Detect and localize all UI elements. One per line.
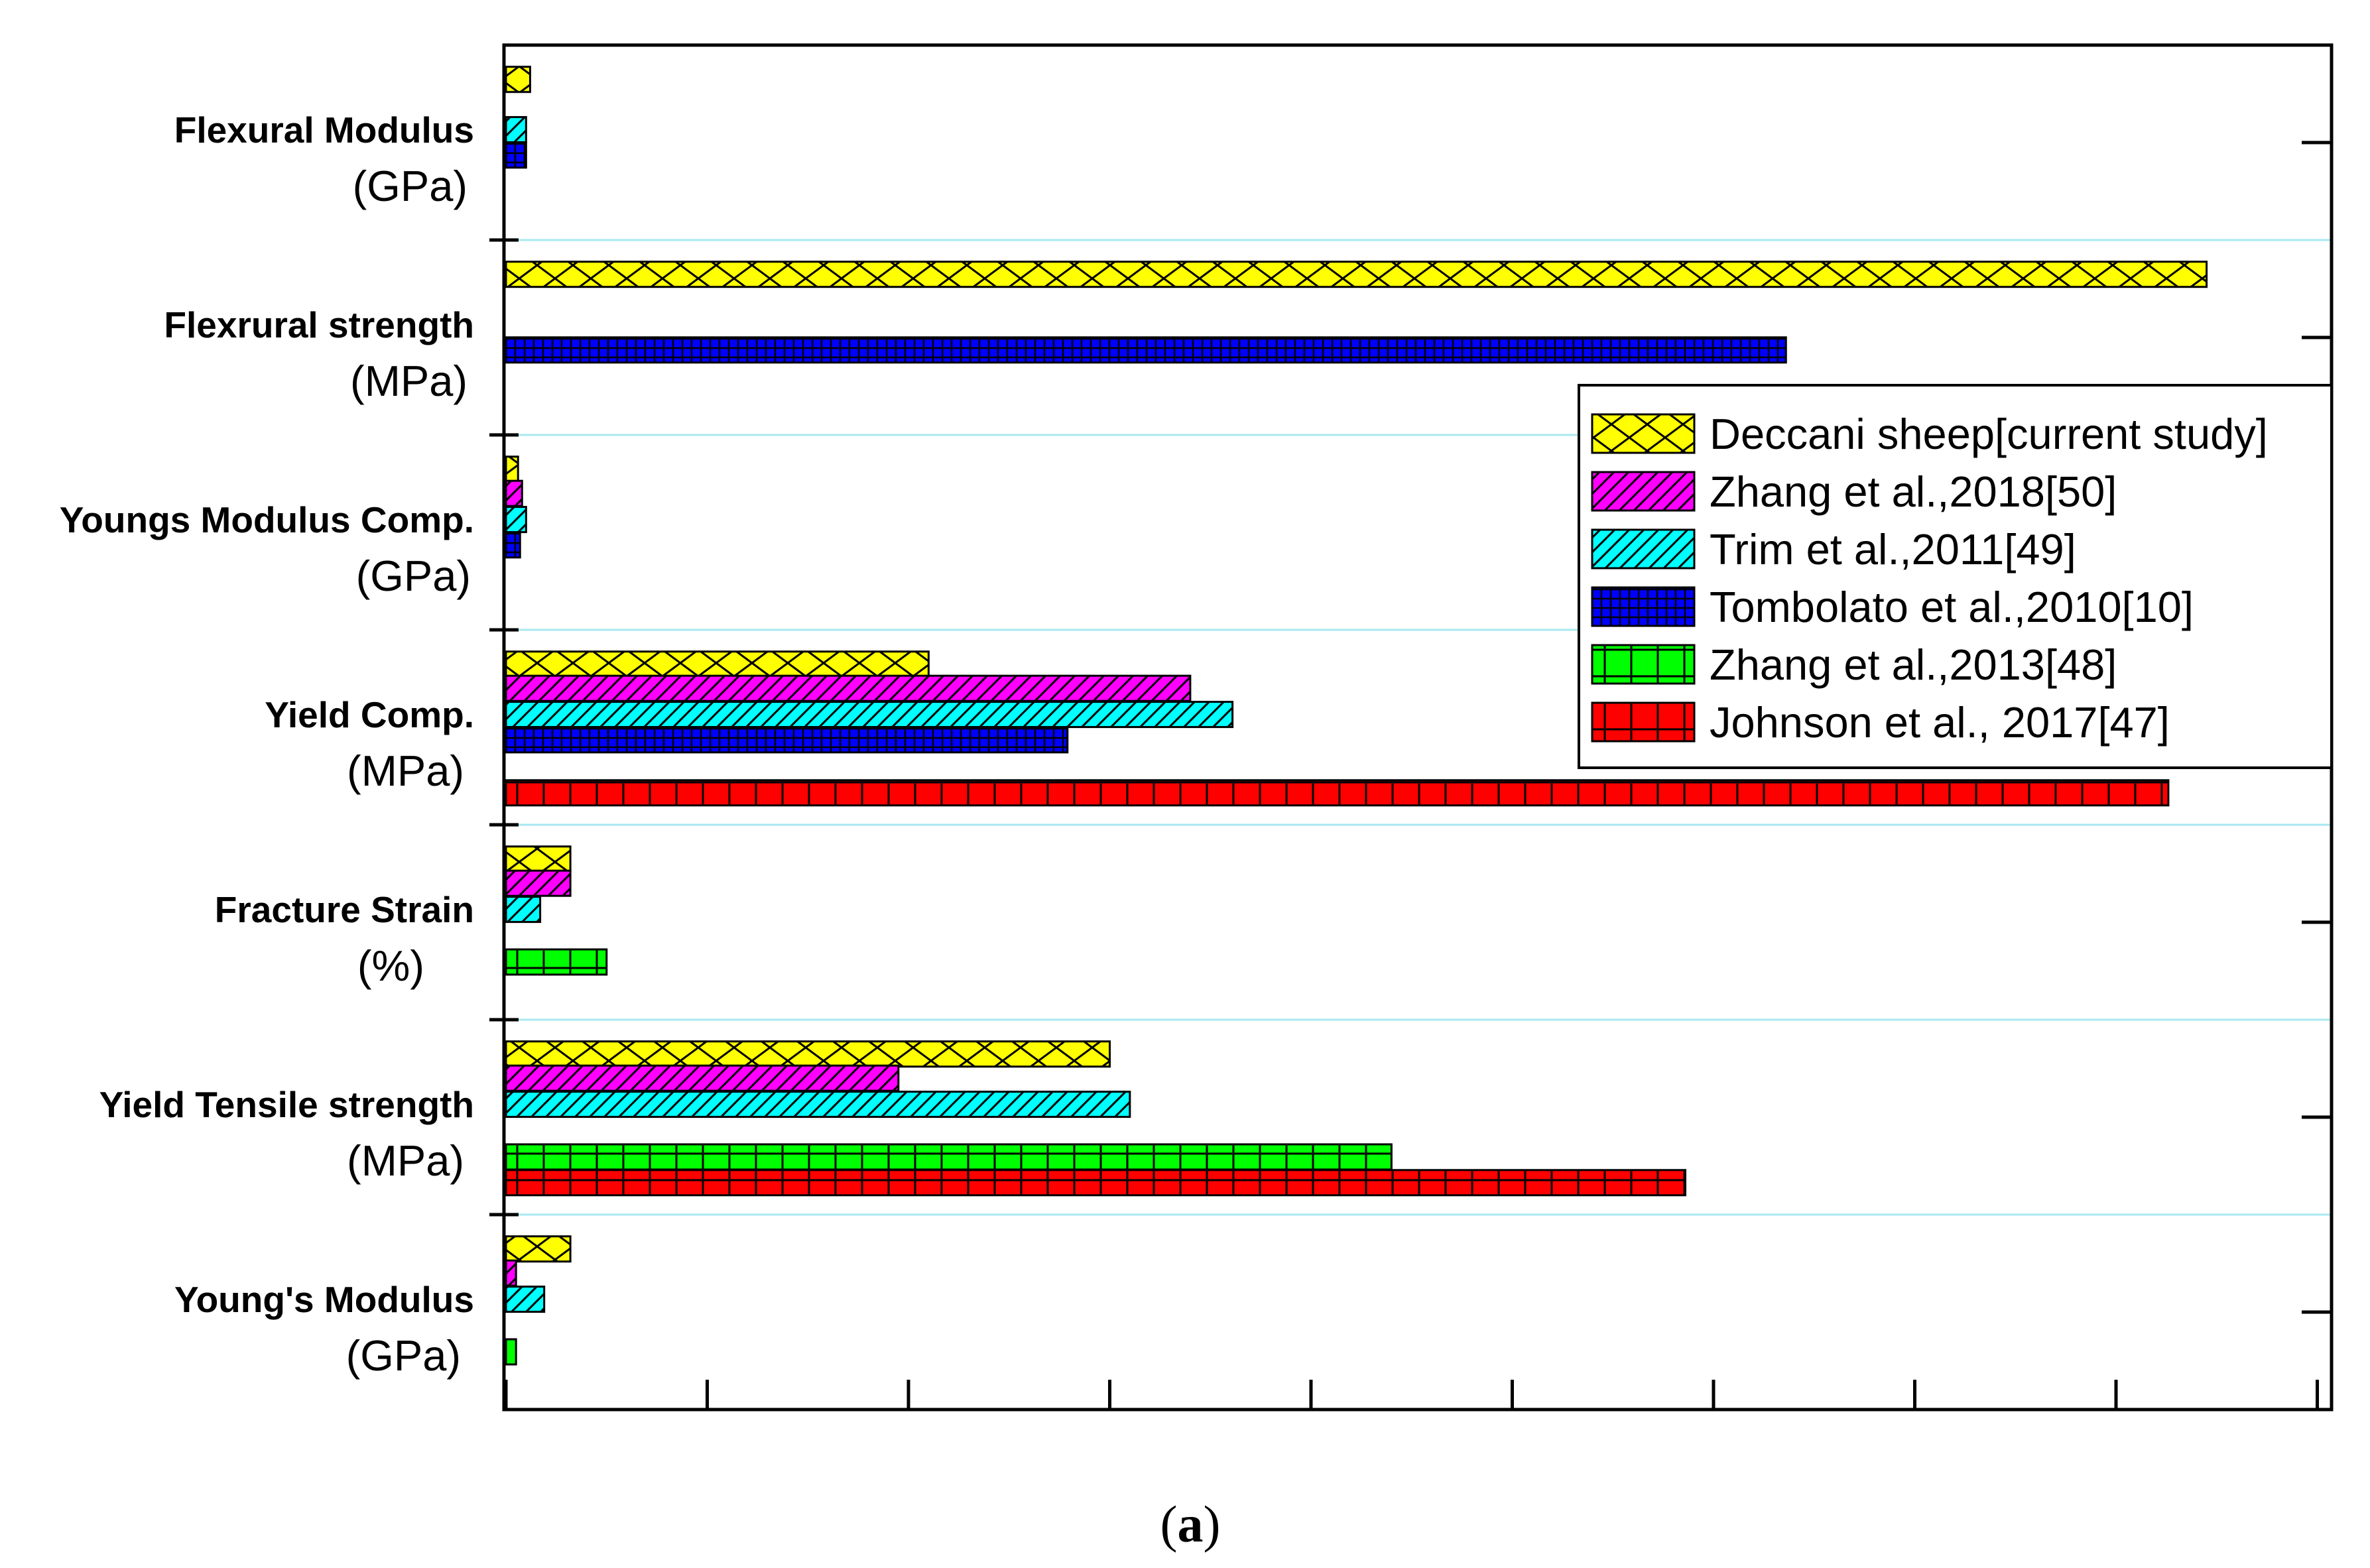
bar-pattern <box>505 1091 1131 1118</box>
category-label: Yield Comp. <box>265 694 474 735</box>
bars <box>505 66 2208 1366</box>
category-unit: (MPa) <box>347 1136 464 1185</box>
bar-pattern <box>505 336 1787 364</box>
legend-swatch-pattern <box>1591 644 1696 685</box>
bar-pattern <box>505 674 1192 702</box>
legend-swatch-pattern <box>1591 586 1696 627</box>
bar-pattern <box>505 141 527 169</box>
legend-swatch-pattern <box>1591 528 1696 570</box>
legend-label: Zhang et al.,2018[50] <box>1710 467 2117 516</box>
bar-pattern <box>505 1040 1111 1068</box>
legend-box <box>1578 384 2333 769</box>
bar-pattern <box>505 726 1069 754</box>
legend-label: Deccani sheep[current study] <box>1710 410 2268 458</box>
bar-pattern <box>505 479 523 507</box>
legend-swatch-pattern <box>1591 471 1696 512</box>
bar-pattern <box>505 1286 546 1313</box>
legend-swatch-pattern <box>1591 413 1696 454</box>
category-label: Youngs Modulus Comp. <box>60 499 474 540</box>
bar-pattern <box>505 896 542 924</box>
bar-pattern <box>505 66 531 93</box>
bar-pattern <box>505 1143 1393 1171</box>
bar-pattern <box>505 1338 517 1366</box>
bar-pattern <box>505 779 2170 807</box>
bar-pattern <box>505 455 519 483</box>
bar-pattern <box>505 531 521 559</box>
category-unit: (MPa) <box>347 747 464 795</box>
legend: Deccani sheep[current study] Zhang et al.… <box>1578 384 2333 769</box>
legend-swatch-pattern <box>1591 701 1696 743</box>
category-unit: (MPa) <box>350 357 468 405</box>
bar-pattern <box>505 845 572 873</box>
figure-caption: (a) <box>1160 1495 1221 1553</box>
bar-pattern <box>505 1235 572 1263</box>
category-label: Fracture Strain <box>215 889 474 930</box>
category-unit: (GPa) <box>353 162 468 210</box>
category-unit: (GPa) <box>346 1331 461 1380</box>
legend-label: Zhang et al.,2013[48] <box>1710 640 2117 689</box>
bar-pattern <box>505 701 1234 729</box>
category-label: Flexrural strength <box>164 304 474 345</box>
bar-pattern <box>505 650 930 678</box>
bar-pattern <box>505 869 572 897</box>
bar-pattern <box>505 506 527 534</box>
bar-pattern <box>505 261 2208 288</box>
bar-pattern <box>505 116 527 144</box>
category-label: Flexural Modulus <box>174 109 474 151</box>
bar-pattern <box>505 948 608 976</box>
category-unit: (GPa) <box>356 552 471 600</box>
category-unit: (%) <box>357 941 424 990</box>
category-label: Yield Tensile strength <box>99 1084 474 1125</box>
legend-label: Johnson et al., 2017[47] <box>1710 698 2170 747</box>
bar-pattern <box>505 1259 517 1287</box>
bar-pattern <box>505 1064 900 1092</box>
category-label: Young's Modulus <box>174 1279 474 1320</box>
gridlines <box>504 239 2332 1216</box>
bar-pattern <box>505 1169 1687 1197</box>
category-labels: Flexural Modulus (GPa) Flexrural strength (… <box>60 109 474 1380</box>
legend-label: Trim et al.,2011[49] <box>1710 525 2076 573</box>
legend-label: Tombolato et al.,2010[10] <box>1710 583 2194 631</box>
